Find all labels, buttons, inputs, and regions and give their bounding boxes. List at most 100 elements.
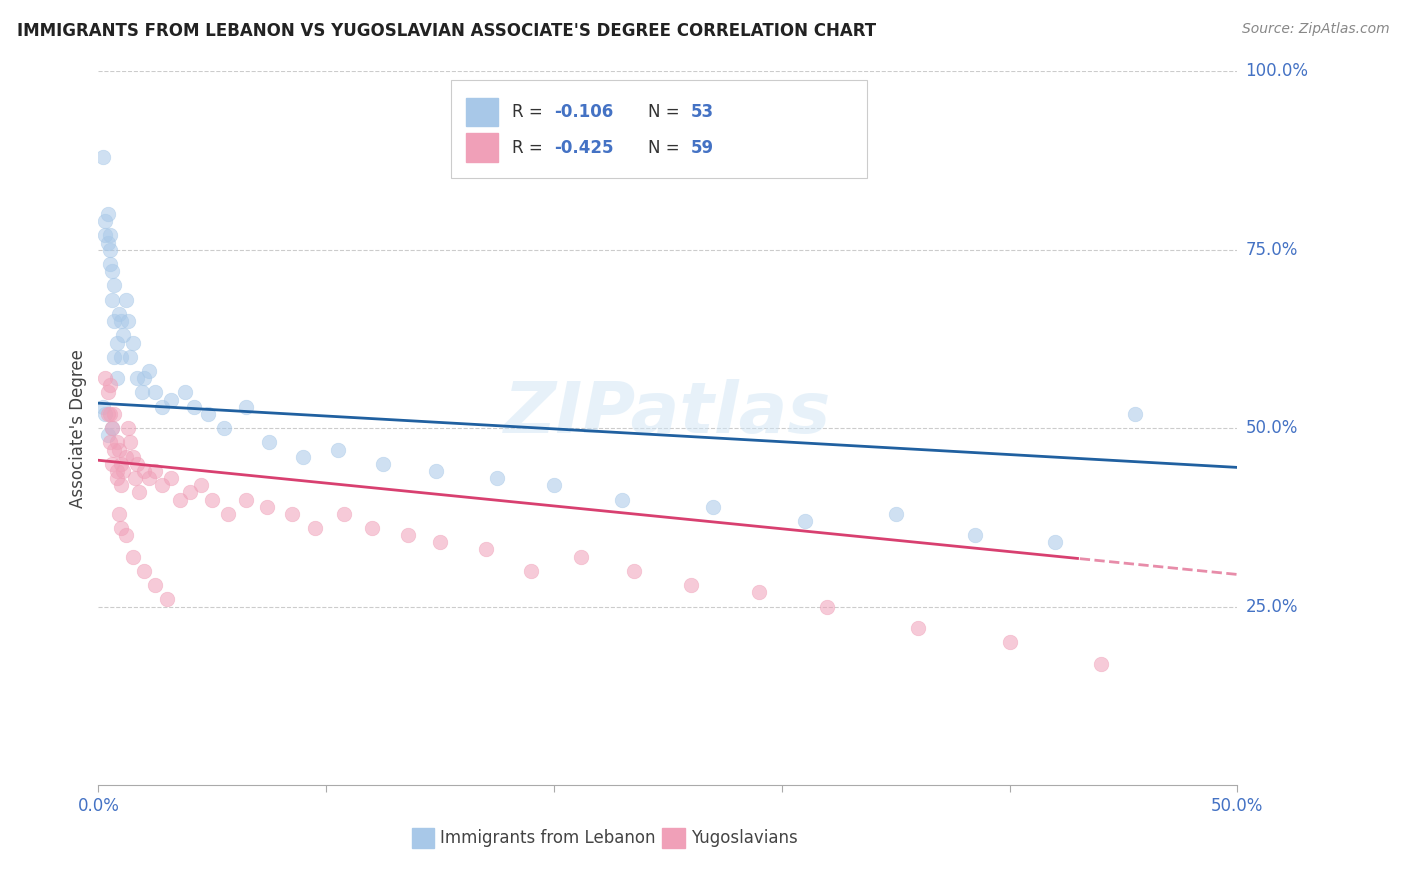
Point (965, 528, 987, 542)
Point (127, 371, 149, 385)
Text: 59: 59 (690, 139, 714, 157)
Point (145, 385, 167, 400)
Point (112, 328, 135, 343)
Point (94, 214, 117, 228)
Point (679, 578, 702, 592)
Point (145, 464, 167, 478)
Point (292, 450, 315, 464)
Point (474, 542, 496, 557)
Point (121, 450, 143, 464)
Point (702, 500, 724, 514)
Text: 100.0%: 100.0% (1246, 62, 1309, 80)
Point (105, 471, 128, 485)
Point (132, 564, 155, 578)
Point (212, 421, 235, 435)
Text: Immigrants from Lebanon: Immigrants from Lebanon (440, 829, 655, 847)
Point (98, 257, 121, 271)
Y-axis label: Associate's Degree: Associate's Degree (69, 349, 87, 508)
Point (110, 478, 132, 492)
FancyBboxPatch shape (451, 80, 868, 178)
Point (105, 435, 128, 450)
Point (101, 457, 124, 471)
Point (105, 335, 128, 350)
Point (110, 521, 132, 535)
Point (156, 592, 179, 607)
Point (101, 421, 124, 435)
Point (160, 392, 183, 407)
Point (103, 278, 125, 293)
Point (110, 350, 132, 364)
Point (1043, 535, 1066, 549)
Point (108, 442, 131, 457)
Point (94, 371, 117, 385)
Point (1090, 657, 1112, 671)
Point (94, 228, 117, 243)
Point (91, 400, 114, 414)
Point (110, 314, 132, 328)
Point (201, 492, 224, 507)
Point (132, 371, 155, 385)
Point (124, 471, 146, 485)
Point (103, 350, 125, 364)
Point (101, 264, 124, 278)
Point (138, 471, 160, 485)
Point (217, 507, 239, 521)
Point (396, 528, 419, 542)
Point (98, 228, 121, 243)
Point (108, 307, 131, 321)
Text: 75.0%: 75.0% (1246, 241, 1298, 259)
Text: 50.0%: 50.0% (1246, 419, 1298, 437)
Text: R =: R = (512, 139, 548, 157)
Point (96, 428, 118, 442)
Point (117, 421, 139, 435)
Point (138, 364, 160, 378)
Point (94, 407, 117, 421)
Point (98, 407, 121, 421)
Point (108, 507, 131, 521)
Point (103, 314, 125, 328)
Point (132, 464, 155, 478)
Point (281, 507, 304, 521)
Point (114, 528, 136, 542)
Point (101, 421, 124, 435)
Point (121, 335, 143, 350)
Text: Source: ZipAtlas.com: Source: ZipAtlas.com (1241, 22, 1389, 37)
Point (150, 478, 173, 492)
Point (110, 457, 132, 471)
Text: 25.0%: 25.0% (1246, 598, 1298, 615)
Point (121, 549, 143, 564)
Point (235, 492, 257, 507)
Text: 53: 53 (690, 103, 714, 121)
Point (623, 564, 645, 578)
Point (259, 435, 281, 450)
Text: IMMIGRANTS FROM LEBANON VS YUGOSLAVIAN ASSOCIATE'S DEGREE CORRELATION CHART: IMMIGRANTS FROM LEBANON VS YUGOSLAVIAN A… (17, 22, 876, 40)
Point (520, 564, 543, 578)
Text: -0.425: -0.425 (554, 139, 613, 157)
Text: N =: N = (648, 103, 685, 121)
Point (425, 464, 447, 478)
Point (326, 442, 349, 457)
Point (101, 293, 124, 307)
Text: ZIPatlas: ZIPatlas (505, 379, 831, 449)
Point (998, 635, 1021, 649)
Text: N =: N = (648, 139, 685, 157)
FancyBboxPatch shape (412, 828, 434, 847)
Point (114, 450, 136, 464)
Point (183, 400, 205, 414)
FancyBboxPatch shape (467, 98, 498, 127)
Point (96, 407, 118, 421)
Point (105, 464, 128, 478)
Point (884, 507, 907, 521)
Point (105, 371, 128, 385)
Point (127, 457, 149, 471)
Point (98, 378, 121, 392)
Point (197, 407, 219, 421)
Point (174, 385, 197, 400)
Point (304, 521, 326, 535)
Point (96, 235, 118, 250)
Point (429, 535, 451, 549)
Point (815, 599, 838, 614)
Point (179, 485, 201, 500)
Point (114, 293, 136, 307)
Point (169, 492, 191, 507)
